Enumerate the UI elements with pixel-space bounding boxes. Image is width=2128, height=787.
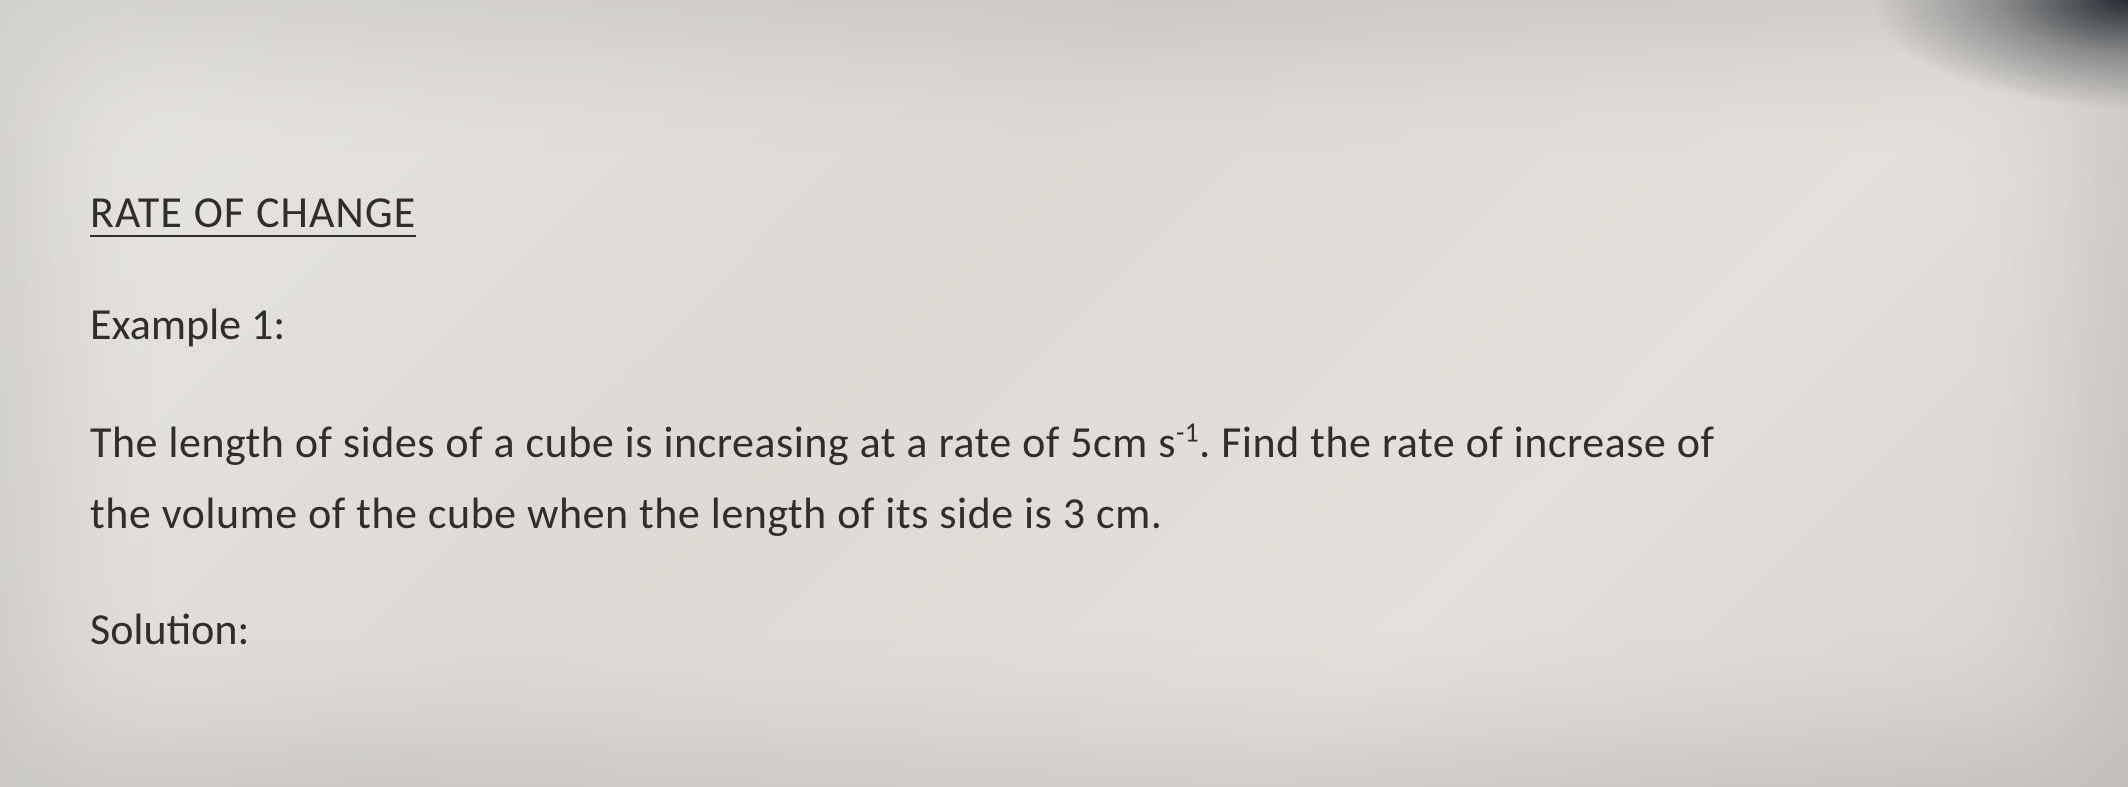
solution-label: Solution: — [90, 602, 2068, 656]
section-heading: RATE OF CHANGE — [90, 185, 2068, 239]
example-label: Example 1: — [90, 297, 2068, 351]
problem-line1-part1: The length of sides of a cube is increas… — [90, 415, 1176, 469]
unit-exponent: -1 — [1176, 416, 1199, 449]
problem-statement: The length of sides of a cube is increas… — [90, 407, 2050, 550]
page-content: RATE OF CHANGE Example 1: The length of … — [90, 185, 2068, 656]
problem-line1-tail: . Find the rate of increase of — [1199, 415, 1714, 469]
problem-line2: the volume of the cube when the length o… — [90, 486, 1162, 540]
corner-shadow — [1868, 0, 2128, 110]
